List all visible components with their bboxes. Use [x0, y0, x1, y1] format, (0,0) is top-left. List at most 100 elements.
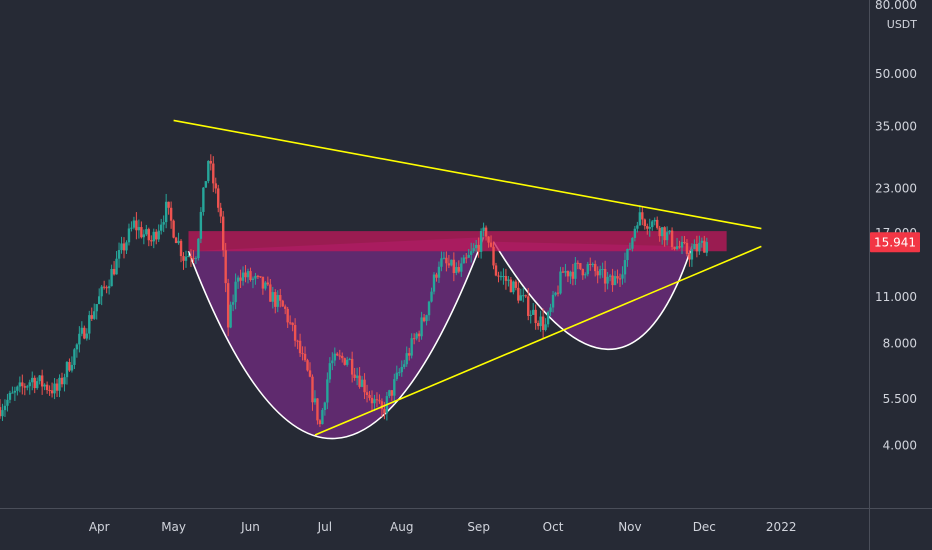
candle-down	[60, 377, 64, 385]
candle-down	[596, 271, 599, 276]
candle-down	[50, 390, 54, 394]
candle-down	[288, 322, 292, 324]
lower-trendline	[314, 245, 762, 436]
candle-down	[226, 283, 230, 328]
candle-up	[507, 279, 510, 281]
candle-down	[45, 384, 49, 391]
candle-down	[0, 407, 2, 417]
candle-up	[532, 309, 535, 315]
candle-up	[160, 224, 163, 231]
candle-down	[688, 253, 691, 260]
candle-down	[174, 237, 178, 244]
cup-pattern-outline	[187, 236, 485, 440]
time-axis[interactable]: Apr May Jun Jul Aug Sep Oct Nov Dec 2022	[89, 520, 797, 534]
candle-up	[254, 275, 257, 279]
candle-down	[122, 243, 126, 251]
candle-up	[199, 211, 203, 239]
candle-up	[18, 382, 22, 387]
candle-up	[241, 272, 245, 281]
candle-up	[675, 246, 679, 250]
candle-up	[355, 375, 359, 378]
price-tick-label: 11.000	[875, 290, 917, 304]
candle-down	[256, 275, 260, 277]
candle-down	[209, 160, 212, 164]
candle-down	[658, 227, 661, 237]
candle-down	[603, 269, 607, 284]
candle-up	[194, 258, 198, 260]
candle-up	[628, 248, 632, 250]
candle-down	[524, 295, 527, 297]
candle-down	[286, 308, 289, 323]
resistance-zone	[188, 231, 727, 252]
candle-up	[13, 390, 17, 393]
price-tick-label: 8.000	[883, 337, 917, 351]
price-tick-label: 23.000	[875, 181, 917, 195]
candle-down	[663, 227, 666, 241]
candle-up	[512, 281, 515, 293]
candle-up	[586, 264, 589, 275]
candle-down	[417, 333, 421, 337]
candle-up	[598, 269, 602, 276]
candle-up	[405, 353, 408, 365]
candle-up	[3, 405, 7, 411]
candle-up	[569, 271, 572, 277]
candle-up	[415, 333, 418, 339]
candle-down	[303, 353, 307, 361]
candle-up	[137, 227, 141, 231]
candle-up	[705, 242, 708, 253]
candle-up	[499, 276, 503, 278]
candle-down	[383, 409, 386, 414]
candle-up	[321, 410, 324, 425]
candle-up	[608, 275, 612, 277]
candle-up	[98, 296, 101, 305]
candle-down	[179, 240, 183, 257]
candle-up	[1, 410, 4, 417]
candle-down	[296, 340, 299, 342]
candle-down	[656, 219, 659, 228]
candle-down	[452, 259, 456, 274]
candle-up	[546, 311, 550, 325]
candle-up	[474, 244, 478, 249]
candle-up	[130, 227, 133, 229]
candle-up	[107, 286, 111, 289]
candle-down	[83, 327, 86, 339]
candle-down	[363, 379, 366, 393]
time-tick-label: Dec	[693, 520, 716, 534]
candle-up	[70, 364, 74, 371]
candle-down	[457, 267, 460, 272]
candle-down	[259, 276, 262, 278]
candle-down	[618, 278, 622, 280]
candle-up	[442, 257, 446, 259]
candle-down	[353, 374, 356, 378]
candle-up	[231, 302, 235, 305]
price-axis[interactable]: 80.00050.00035.00023.00017.00011.0008.00…	[875, 0, 917, 453]
candle-down	[445, 257, 448, 264]
trendlines-layer	[173, 119, 762, 436]
candle-down	[150, 240, 153, 242]
candle-up	[430, 291, 433, 302]
candle-down	[509, 279, 513, 293]
candle-down	[390, 390, 394, 396]
candle-down	[641, 212, 644, 220]
candle-down	[412, 338, 416, 340]
candle-down	[298, 340, 302, 354]
candle-up	[482, 227, 485, 231]
candle-up	[43, 384, 46, 387]
candle-up	[450, 259, 453, 266]
candle-down	[497, 275, 500, 277]
candle-down	[380, 401, 384, 410]
candle-down	[217, 188, 220, 208]
candle-down	[155, 231, 158, 240]
candle-up	[11, 392, 14, 394]
candle-down	[492, 246, 495, 266]
candle-up	[204, 181, 208, 188]
candle-down	[318, 420, 322, 425]
candle-up	[197, 238, 200, 259]
candle-up	[539, 316, 542, 327]
candle-down	[670, 230, 674, 247]
candle-up	[410, 338, 413, 356]
price-tick-label: 4.000	[883, 439, 917, 453]
candle-up	[606, 276, 609, 284]
candle-down	[212, 163, 215, 184]
